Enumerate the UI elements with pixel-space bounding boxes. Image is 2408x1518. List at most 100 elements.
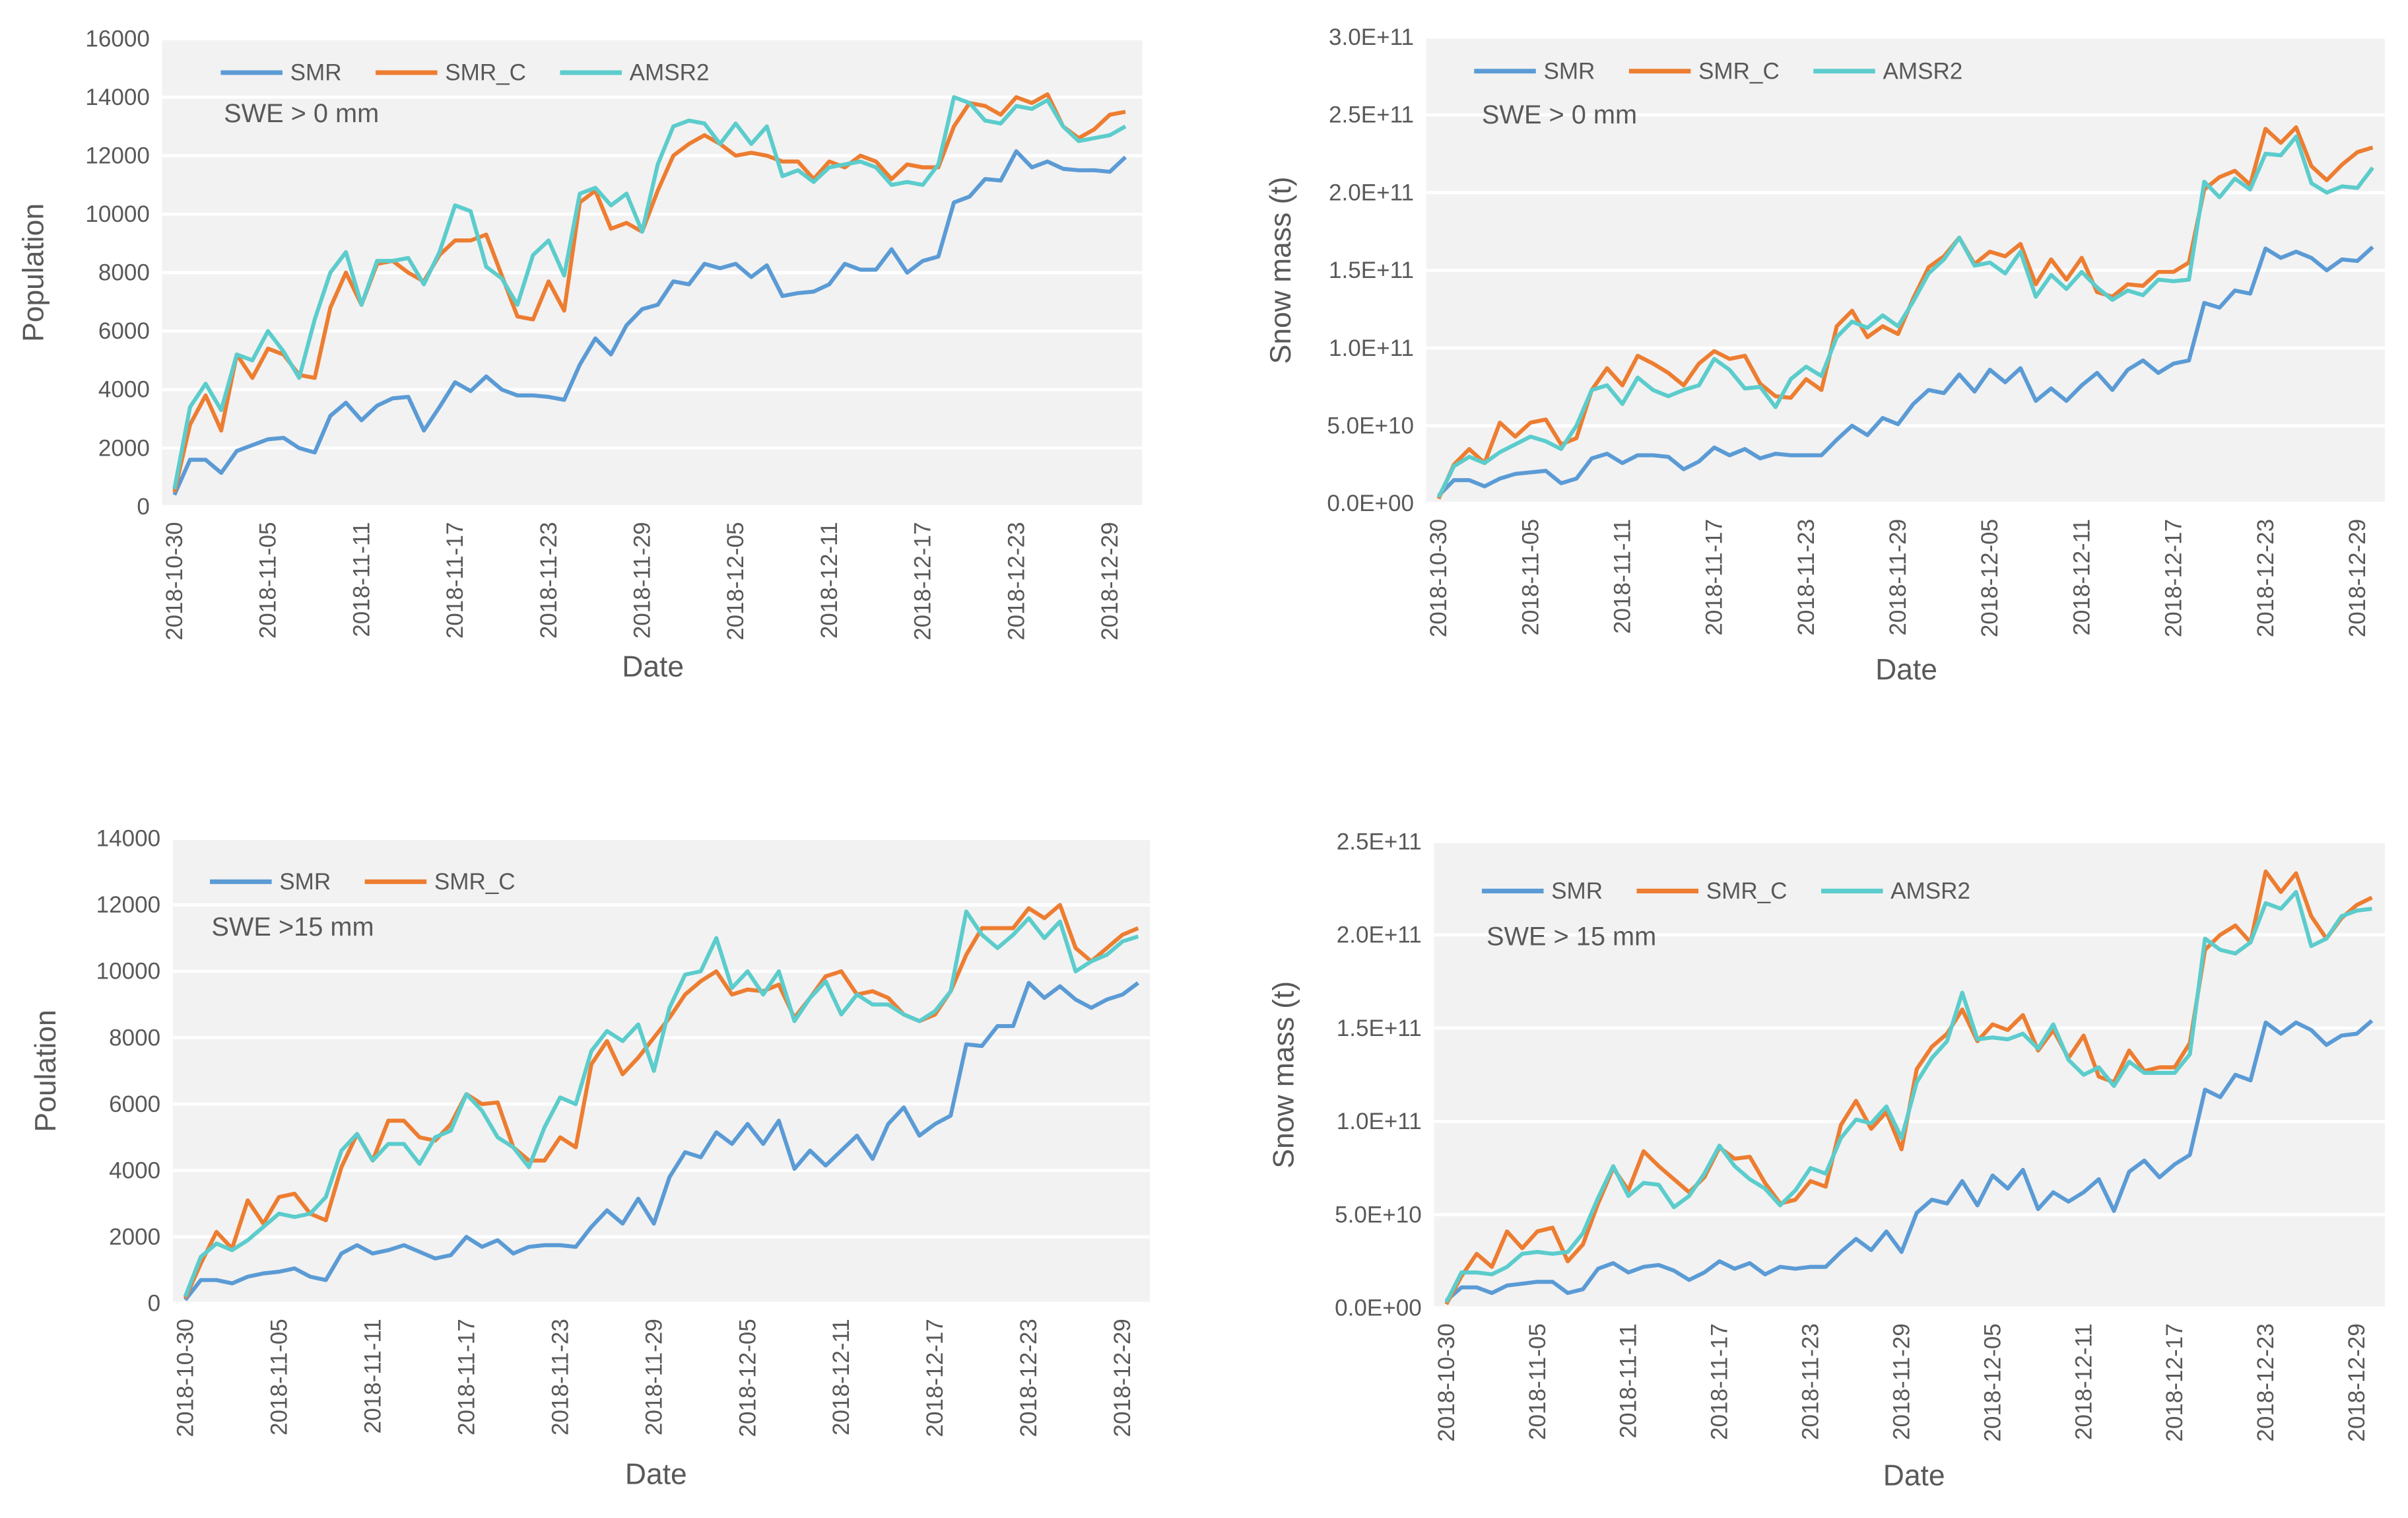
plot-area xyxy=(172,838,1151,1303)
x-tick-label: 2018-11-05 xyxy=(266,1319,292,1435)
y-axis-label: Snow mass (t) xyxy=(1265,176,1297,364)
x-tick-label: 2018-12-17 xyxy=(922,1319,948,1437)
legend-label: SMR xyxy=(1551,878,1603,904)
x-axis-label: Date xyxy=(625,1458,687,1490)
legend-label: SMR_C xyxy=(434,869,516,895)
x-axis-label: Date xyxy=(622,650,684,683)
y-tick-label: 0.0E+00 xyxy=(1335,1295,1422,1321)
y-tick-label: 16000 xyxy=(85,26,150,52)
x-tick-label: 2018-11-11 xyxy=(1610,519,1636,634)
annotation: SWE >15 mm xyxy=(211,913,374,942)
y-axis-label: Snow mass (t) xyxy=(1268,981,1300,1169)
x-tick-label: 2018-12-29 xyxy=(1097,522,1123,640)
y-tick-label: 8000 xyxy=(109,1025,160,1051)
legend-label: SMR_C xyxy=(1706,878,1788,904)
x-tick-label: 2018-12-23 xyxy=(2253,519,2279,637)
legend-label: AMSR2 xyxy=(630,60,710,86)
x-tick-label: 2018-11-23 xyxy=(547,1319,573,1435)
y-axis-label: Population xyxy=(17,203,50,342)
y-tick-label: 5.0E+10 xyxy=(1327,413,1414,438)
data-line xyxy=(1444,889,2372,1303)
x-tick-label: 2018-12-23 xyxy=(1016,1319,1042,1437)
legend-label: SMR xyxy=(279,869,331,895)
x-tick-label: 2018-11-29 xyxy=(1889,1323,1914,1440)
y-tick-label: 6000 xyxy=(109,1091,160,1117)
y-tick-label: 6000 xyxy=(98,318,150,344)
y-tick-label: 12000 xyxy=(96,892,161,918)
y-tick-label: 1.0E+11 xyxy=(1329,335,1414,361)
x-tick-label: 2018-12-05 xyxy=(1977,519,2003,637)
annotation: SWE > 0 mm xyxy=(1482,100,1637,129)
x-tick-label: 2018-12-17 xyxy=(910,522,936,640)
x-tick-label: 2018-11-17 xyxy=(1702,519,1727,636)
y-tick-label: 3.0E+11 xyxy=(1329,24,1414,50)
x-tick-label: 2018-10-30 xyxy=(1426,519,1452,637)
data-line xyxy=(172,95,1127,490)
x-axis-label: Date xyxy=(1883,1460,1945,1492)
x-tick-label: 2018-11-23 xyxy=(1798,1323,1824,1440)
x-tick-label: 2018-11-17 xyxy=(442,522,468,639)
data-line xyxy=(172,149,1127,496)
x-tick-label: 2018-11-23 xyxy=(1793,519,1819,636)
x-tick-label: 2018-12-05 xyxy=(735,1319,760,1437)
x-tick-label: 2018-12-23 xyxy=(2253,1323,2279,1441)
y-tick-label: 2.5E+11 xyxy=(1337,829,1422,854)
data-line xyxy=(1445,1019,2374,1302)
legend-label: SMR_C xyxy=(445,60,526,86)
y-tick-label: 2000 xyxy=(109,1224,160,1250)
x-tick-label: 2018-10-30 xyxy=(1434,1323,1459,1441)
data-line xyxy=(184,981,1140,1301)
legend-label: AMSR2 xyxy=(1883,58,1962,84)
x-tick-label: 2018-11-11 xyxy=(349,522,374,637)
legend-label: SMR_C xyxy=(1698,58,1780,84)
y-tick-label: 5.0E+10 xyxy=(1335,1202,1422,1227)
y-tick-label: 10000 xyxy=(85,201,150,227)
x-tick-label: 2018-11-29 xyxy=(629,522,655,639)
y-tick-label: 1.0E+11 xyxy=(1337,1109,1422,1134)
x-tick-label: 2018-11-29 xyxy=(641,1319,667,1435)
y-tick-label: 0 xyxy=(148,1291,161,1317)
y-tick-label: 0.0E+00 xyxy=(1327,491,1414,516)
x-tick-label: 2018-11-29 xyxy=(1885,519,1911,636)
y-axis-label: Poulation xyxy=(30,1010,62,1132)
annotation: SWE > 15 mm xyxy=(1487,922,1656,951)
data-line xyxy=(172,92,1126,493)
x-axis-label: Date xyxy=(1875,654,1937,686)
y-tick-label: 1.5E+11 xyxy=(1337,1016,1422,1041)
x-tick-label: 2018-12-11 xyxy=(817,522,842,639)
x-tick-label: 2018-11-05 xyxy=(1518,519,1543,636)
x-tick-label: 2018-10-30 xyxy=(162,522,187,640)
x-tick-label: 2018-12-29 xyxy=(1110,1319,1135,1437)
x-tick-label: 2018-10-30 xyxy=(172,1319,198,1437)
x-tick-label: 2018-12-29 xyxy=(2345,519,2370,637)
x-tick-label: 2018-11-17 xyxy=(1707,1323,1733,1440)
legend-label: SMR xyxy=(290,60,342,86)
x-tick-label: 2018-11-11 xyxy=(1616,1323,1642,1438)
y-tick-label: 8000 xyxy=(98,260,150,286)
y-tick-label: 2.0E+11 xyxy=(1329,180,1414,205)
data-line xyxy=(1437,245,2374,497)
y-tick-label: 2.0E+11 xyxy=(1337,922,1422,948)
x-tick-label: 2018-11-17 xyxy=(453,1319,479,1435)
x-tick-label: 2018-11-05 xyxy=(1525,1323,1551,1440)
legend-label: AMSR2 xyxy=(1890,878,1970,904)
y-tick-label: 10000 xyxy=(96,959,161,984)
x-tick-label: 2018-12-05 xyxy=(1980,1323,2005,1441)
y-tick-label: 1.5E+11 xyxy=(1329,258,1414,283)
y-tick-label: 2000 xyxy=(98,435,150,461)
y-tick-label: 12000 xyxy=(85,143,150,168)
x-tick-label: 2018-12-11 xyxy=(828,1319,854,1435)
x-tick-label: 2018-12-11 xyxy=(2071,1323,2096,1440)
data-line xyxy=(183,909,1139,1297)
annotation: SWE > 0 mm xyxy=(224,99,379,128)
y-tick-label: 14000 xyxy=(85,85,150,110)
x-tick-label: 2018-12-17 xyxy=(2161,519,2187,637)
x-tick-label: 2018-11-23 xyxy=(536,522,562,639)
x-tick-label: 2018-11-05 xyxy=(255,522,281,639)
y-tick-label: 4000 xyxy=(98,377,150,403)
data-line xyxy=(1436,134,2374,499)
x-tick-label: 2018-12-11 xyxy=(2069,519,2094,636)
y-tick-label: 14000 xyxy=(96,826,161,852)
y-tick-label: 2.5E+11 xyxy=(1329,102,1414,128)
